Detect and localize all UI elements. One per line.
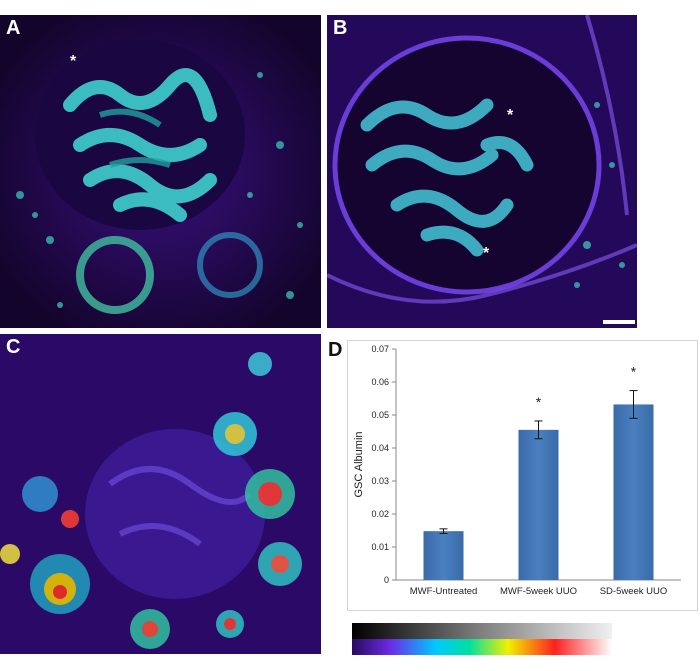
panel-b-image bbox=[327, 15, 637, 328]
y-tick-label: 0.02 bbox=[371, 509, 389, 519]
y-tick-label: 0.07 bbox=[371, 344, 389, 354]
chart-svg: 0 0.01 0.02 0.03 0.04 0.05 0.06 0.07 GSC Albumin… bbox=[353, 344, 681, 597]
y-tick-label: 0 bbox=[384, 575, 389, 585]
scale-bar bbox=[603, 320, 635, 324]
panel-b-letter: B bbox=[333, 17, 348, 39]
bar bbox=[423, 531, 464, 580]
x-tick-label: MWF-Untreated bbox=[410, 586, 478, 597]
panel-c-image bbox=[0, 334, 321, 654]
colorbar-pseudocolor bbox=[352, 639, 612, 655]
panel-d-letter: D bbox=[328, 339, 343, 361]
y-tick-label: 0.01 bbox=[371, 542, 389, 552]
x-tick-label: SD-5week UUO bbox=[600, 586, 668, 597]
y-tick-label: 0.03 bbox=[371, 476, 389, 486]
x-tick-label: MWF-5week UUO bbox=[500, 586, 577, 597]
bar bbox=[613, 404, 654, 580]
albumin-bar-chart: 0 0.01 0.02 0.03 0.04 0.05 0.06 0.07 GSC Albumin… bbox=[347, 340, 698, 611]
y-axis-label: GSC Albumin bbox=[353, 431, 365, 497]
intensity-colorbar bbox=[352, 623, 612, 655]
panel-a-image bbox=[0, 15, 321, 328]
panel-b-micrograph: B * * bbox=[327, 15, 637, 328]
y-tick-label: 0.06 bbox=[371, 377, 389, 387]
panel-a-letter: A bbox=[6, 17, 21, 39]
panel-b-star-lower: * bbox=[483, 245, 490, 262]
y-tick-label: 0.04 bbox=[371, 443, 389, 453]
panel-a-micrograph: A * bbox=[0, 15, 321, 328]
panel-a-star: * bbox=[70, 53, 77, 70]
panel-c-micrograph: C bbox=[0, 334, 321, 654]
colorbar-grayscale bbox=[352, 623, 612, 639]
y-tick-label: 0.05 bbox=[371, 410, 389, 420]
panel-c-letter: C bbox=[6, 336, 21, 358]
panel-b-star-upper: * bbox=[507, 107, 514, 124]
bar bbox=[518, 429, 559, 580]
significance-star: * bbox=[631, 364, 637, 380]
significance-star: * bbox=[536, 394, 542, 410]
